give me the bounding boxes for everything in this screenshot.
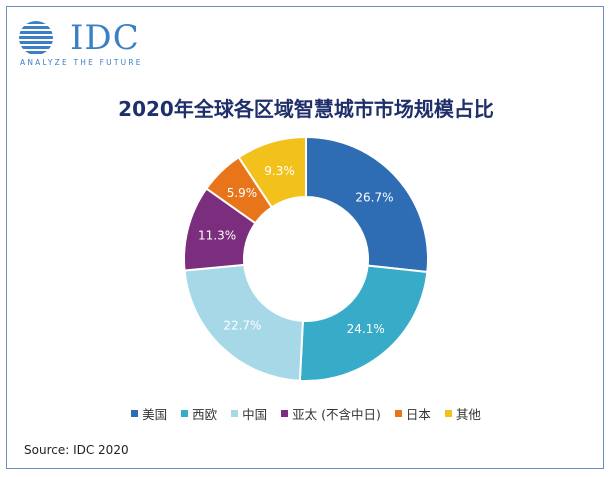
legend-item-1: 西欧 [181, 404, 217, 423]
chart-legend: 美国 西欧 中国 亚太 (不含中日) 日本 其他 [0, 404, 612, 423]
slice-2 [183, 263, 304, 382]
slice-label-2: 22.7% [223, 318, 261, 332]
source-note: Source: IDC 2020 [24, 443, 129, 457]
logo-wordmark: IDC [70, 18, 140, 58]
legend-item-3: 亚太 (不含中日) [281, 404, 381, 423]
legend-label-2: 中国 [242, 407, 268, 422]
legend-swatch-4 [394, 410, 402, 417]
slice-label-3: 11.3% [198, 228, 236, 242]
globe-icon [19, 21, 53, 54]
legend-item-2: 中国 [231, 404, 267, 423]
slice-label-4: 5.9% [227, 186, 258, 200]
slice-5 [237, 135, 307, 209]
legend-swatch-2 [231, 410, 239, 417]
legend-label-4: 日本 [405, 407, 431, 422]
slice-0 [305, 135, 429, 274]
slice-label-0: 26.7% [355, 191, 393, 205]
chart-title: 2020年全球各区域智慧城市市场规模占比 [118, 97, 494, 121]
slice-1 [298, 264, 429, 382]
legend-item-0: 美国 [131, 404, 167, 423]
donut-chart: 26.7% 24.1% 22.7% 11.3% 5.9% 9.3% [183, 135, 429, 382]
legend-label-0: 美国 [142, 407, 168, 422]
legend-swatch-1 [181, 410, 189, 417]
logo-tagline: ANALYZE THE FUTURE [20, 58, 143, 67]
slice-label-5: 9.3% [264, 164, 295, 178]
legend-label-3: 亚太 (不含中日) [292, 407, 381, 422]
idc-logo: IDC ANALYZE THE FUTURE [18, 18, 158, 70]
figure-frame [6, 6, 604, 469]
legend-swatch-5 [444, 410, 452, 417]
legend-label-1: 西欧 [192, 407, 218, 422]
legend-swatch-3 [281, 410, 289, 417]
slice-label-1: 24.1% [347, 322, 385, 336]
legend-label-5: 其他 [455, 407, 481, 422]
legend-item-5: 其他 [444, 404, 481, 423]
legend-item-4: 日本 [394, 404, 431, 423]
legend-swatch-0 [131, 410, 139, 417]
